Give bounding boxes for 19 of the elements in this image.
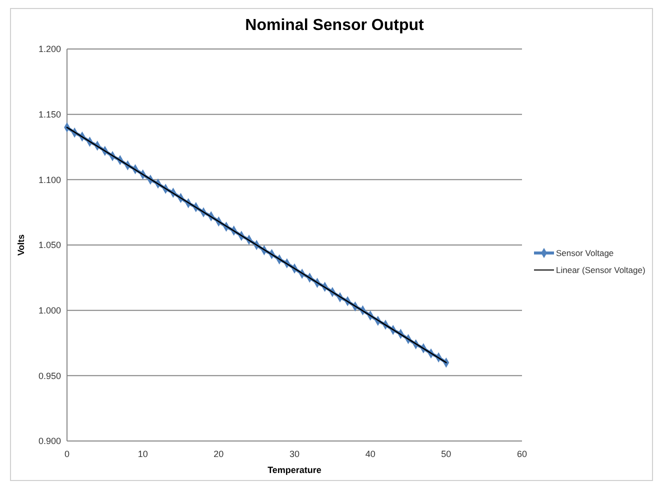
x-tick-label: 50	[441, 449, 452, 459]
y-tick-label: 1.050	[38, 240, 61, 250]
y-tick-label: 1.150	[38, 109, 61, 120]
y-tick-label: 0.950	[38, 370, 61, 381]
x-tick-label: 30	[289, 449, 300, 459]
y-tick-label: 1.200	[38, 44, 61, 54]
legend-label: Linear (Sensor Voltage)	[556, 264, 646, 275]
legend-label: Sensor Voltage	[556, 248, 614, 258]
x-tick-label: 0	[64, 449, 70, 459]
y-axis-title: Volts	[16, 234, 26, 256]
x-tick-label: 10	[138, 449, 148, 459]
y-tick-label: 0.900	[38, 436, 61, 446]
x-tick-label: 60	[516, 449, 528, 459]
chart-title: Nominal Sensor Output	[245, 17, 425, 34]
y-tick-label: 1.000	[38, 305, 61, 316]
x-tick-label: 20	[214, 449, 224, 459]
x-tick-label: 40	[365, 449, 376, 459]
x-axis-title: Temperature	[268, 465, 322, 475]
y-tick-label: 1.100	[38, 174, 61, 185]
